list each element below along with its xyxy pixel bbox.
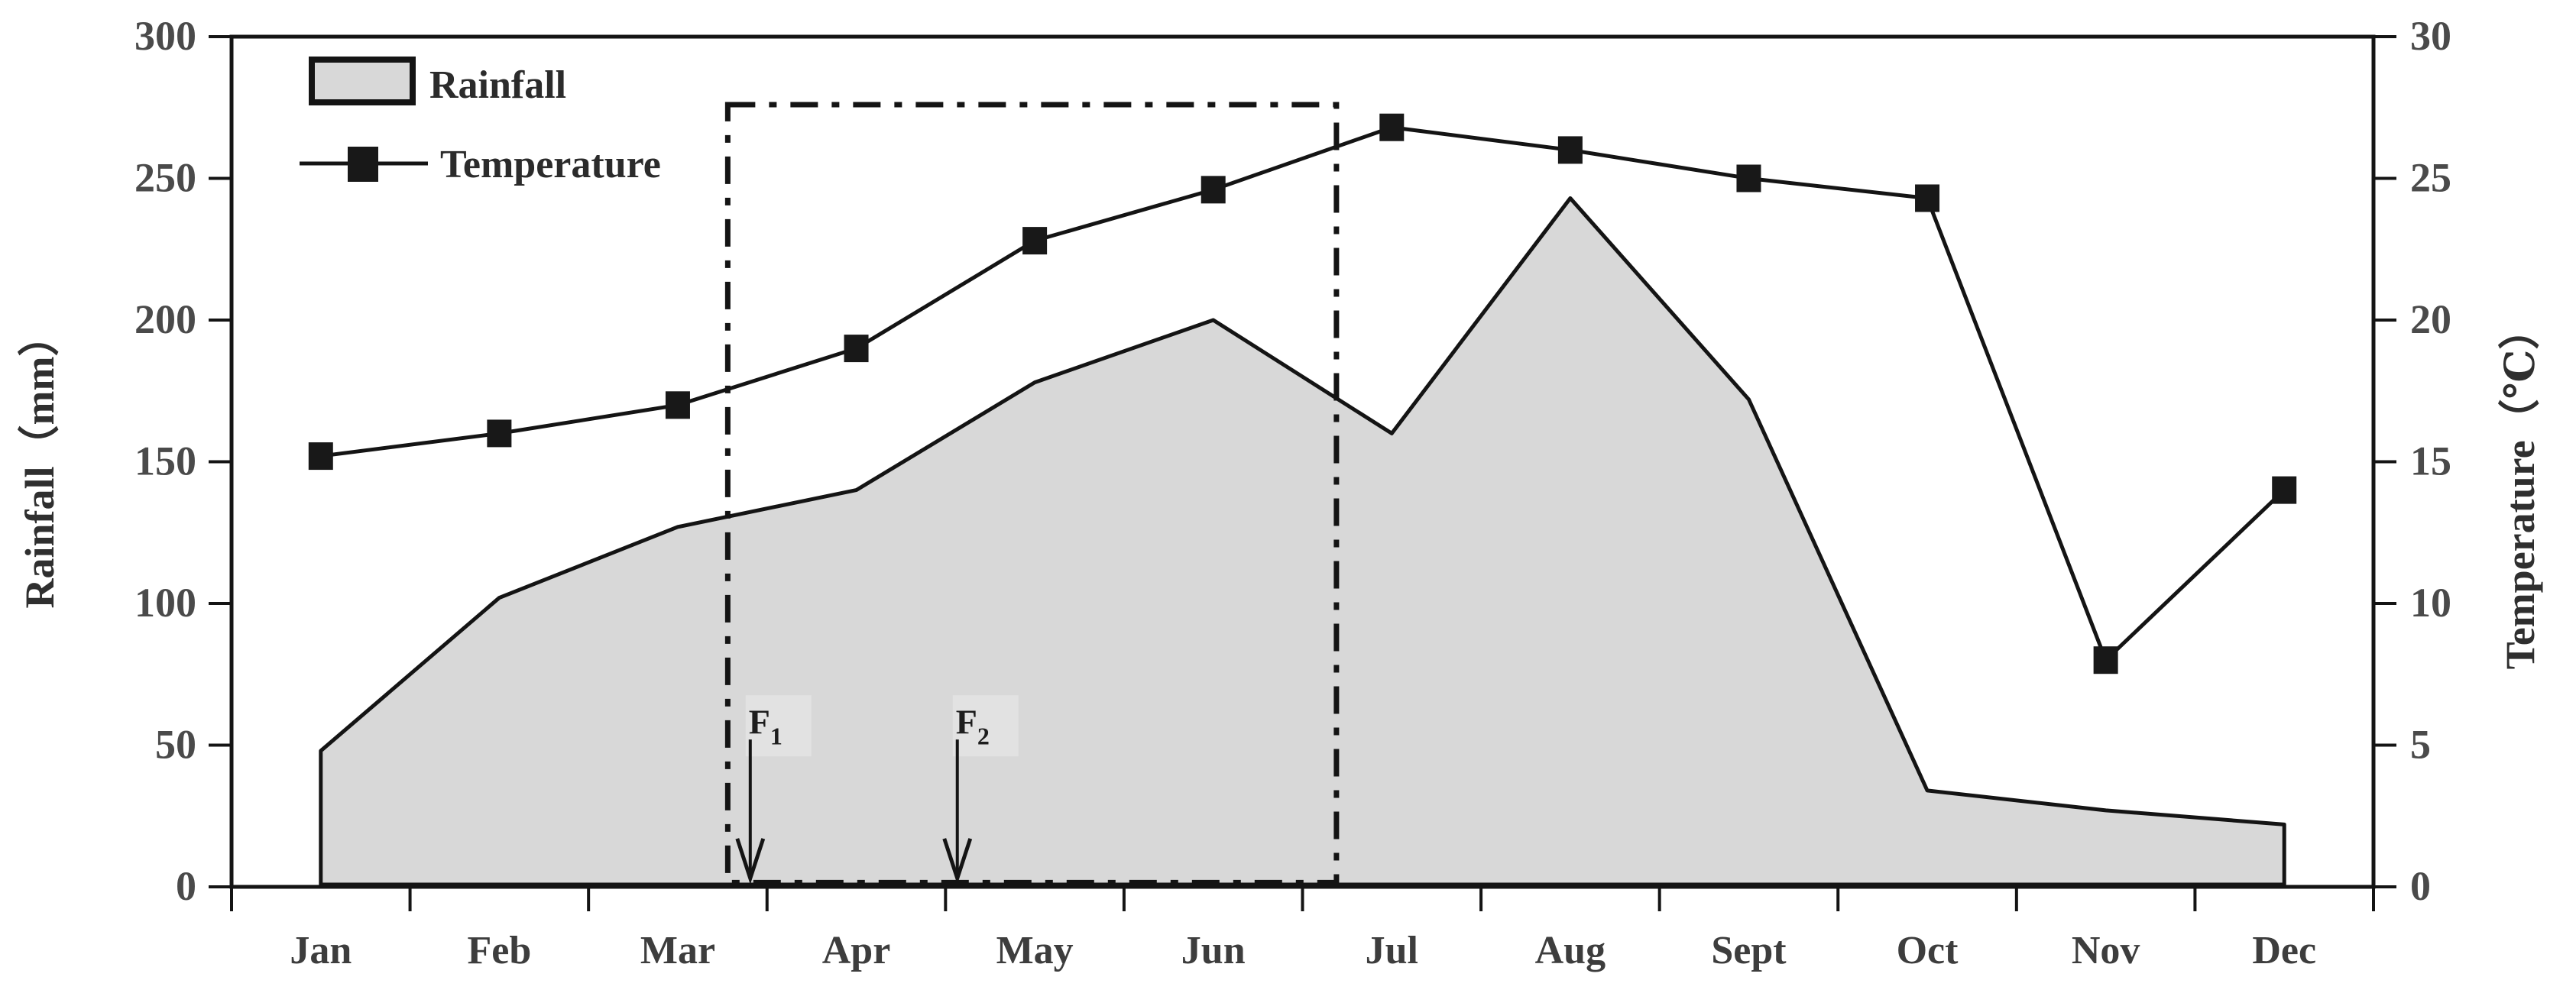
right-axis-tick-label: 20 [2410,296,2451,342]
month-label-jul: Jul [1366,929,1418,972]
temperature-marker-dec [2272,476,2297,504]
right-axis-tick-label: 10 [2410,580,2451,626]
left-axis-tick-label: 300 [134,13,196,59]
arrow-head [942,838,973,885]
bottom-axis: Jan Feb Mar Apr May Jun Jul Aug Sept Oct Nov Dec [230,887,2375,972]
left-axis-tick-label: 0 [176,863,196,909]
left-axis-tick-label: 200 [134,296,196,342]
annotation-arrow-f1: F1 [735,695,812,885]
temperature-marker-jan [308,442,333,471]
temperature-marker-aug [1557,136,1583,164]
temperature-marker-jul [1379,113,1405,141]
left-axis-tick-label: 250 [134,155,196,201]
right-axis-tick-label: 5 [2410,722,2431,768]
right-axis: 0 5 10 15 20 25 30 Temperature（℃） [2373,13,2543,909]
highlight-box-dashdot [724,102,1340,885]
right-axis-tick-label: 15 [2410,438,2451,484]
right-axis-tick-label: 30 [2410,13,2451,59]
month-label-nov: Nov [2072,929,2140,972]
month-label-jan: Jan [290,929,352,972]
left-axis-tick-label: 150 [134,438,196,484]
left-axis-tick-label: 50 [155,722,196,768]
temperature-marker-jun [1201,176,1226,204]
month-label-aug: Aug [1535,929,1606,972]
month-label-mar: Mar [640,929,715,972]
month-label-sept: Sept [1711,929,1787,972]
right-axis-tick-label: 0 [2410,863,2431,909]
month-label-apr: Apr [822,929,891,972]
temperature-marker-oct [1915,184,1940,212]
legend: Rainfall Temperature [300,57,661,186]
temperature-marker-may [1022,227,1048,255]
arrow-head [735,838,766,885]
legend-rainfall-label: Rainfall [429,63,566,107]
legend-temperature-label: Temperature [440,143,661,186]
right-axis-tick-label: 25 [2410,155,2451,201]
left-axis: 0 50 100 150 200 250 300 Rainfall（mm） [17,13,232,909]
legend-rainfall-swatch [309,57,416,105]
legend-temperature-marker [348,147,378,182]
temperature-line [320,125,2286,664]
right-axis-title: Temperature（℃） [2497,309,2543,670]
month-label-oct: Oct [1897,929,1959,972]
month-label-dec: Dec [2252,929,2316,972]
temperature-marker-mar [665,391,690,419]
temperature-marker-apr [844,335,869,363]
annotation-label-bg [745,695,812,757]
month-label-jun: Jun [1181,929,1246,972]
annotation-label-bg [952,695,1019,757]
month-label-may: May [996,929,1074,972]
temperature-marker-feb [487,419,512,448]
month-label-feb: Feb [467,929,531,972]
annotation-arrow-f2: F2 [942,695,1019,885]
temperature-marker-nov [2093,646,2118,674]
rainfall-area [319,196,2286,887]
left-axis-title: Rainfall（mm） [17,315,63,609]
temperature-marker-sept [1736,164,1761,192]
left-axis-tick-label: 100 [134,580,196,626]
